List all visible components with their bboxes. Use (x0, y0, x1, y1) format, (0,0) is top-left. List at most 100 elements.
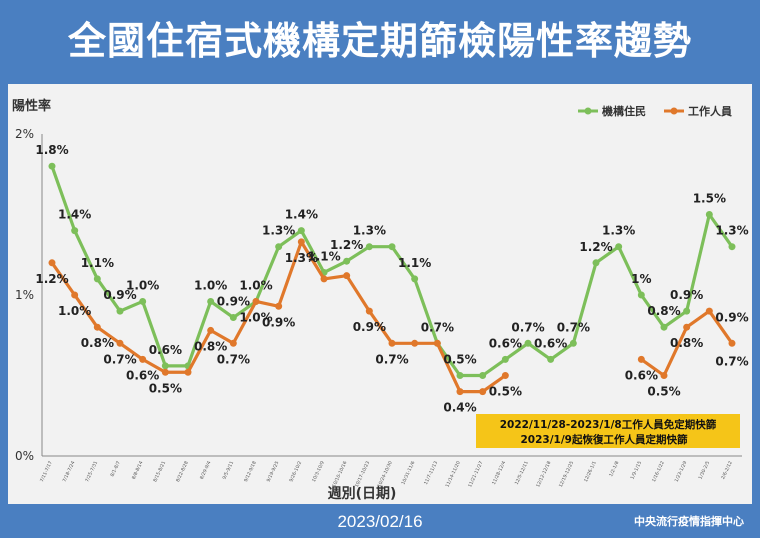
data-point-staff (411, 339, 419, 347)
data-label-residents: 1.0% (194, 278, 227, 292)
data-point-staff (252, 297, 260, 305)
note-line-1: 2022/11/28-2023/1/8工作人員免定期快篩 (500, 418, 717, 431)
data-label-staff: 0.7% (715, 354, 748, 368)
data-label-residents: 0.7% (421, 320, 454, 334)
footer-date: 2023/02/16 (337, 512, 423, 531)
data-label-staff: 0.5% (647, 385, 680, 399)
x-tick-label: 11/28-12/4 (491, 460, 507, 485)
x-tick-label: 12/5-12/11 (514, 460, 530, 485)
y-tick-label: 2% (15, 127, 34, 141)
data-label-staff: 0.9% (262, 315, 295, 329)
data-label-residents: 0.6% (149, 343, 182, 357)
legend-label-staff: 工作人員 (688, 104, 732, 118)
x-tick-label: 10/17-10/23 (354, 460, 371, 488)
x-tick-label: 10/3-10/9 (311, 460, 326, 483)
data-point-staff (161, 368, 169, 376)
data-point-staff (433, 339, 441, 347)
data-point-staff (728, 339, 736, 347)
data-label-residents: 1.2% (579, 240, 612, 254)
data-point-staff (229, 339, 237, 347)
data-point-staff (71, 291, 79, 299)
legend-marker-residents (584, 107, 592, 115)
x-tick-label: 10/24-10/30 (376, 460, 393, 488)
data-point-staff (320, 275, 328, 283)
data-point-residents (71, 227, 79, 235)
data-point-residents (343, 257, 351, 265)
data-point-residents (275, 243, 283, 251)
data-point-residents (501, 355, 509, 363)
x-tick-label: 1/9-1/15 (630, 460, 644, 480)
data-point-staff (705, 307, 713, 315)
data-point-staff (365, 307, 373, 315)
data-label-residents: 0.8% (647, 304, 680, 318)
data-point-residents (592, 259, 600, 267)
y-axis-label: 陽性率 (12, 98, 51, 114)
data-point-staff (275, 302, 283, 310)
data-point-residents (615, 243, 623, 251)
data-point-residents (48, 162, 56, 170)
data-point-residents (660, 323, 668, 331)
data-label-residents: 0.9% (670, 288, 703, 302)
data-label-residents: 0.7% (511, 320, 544, 334)
data-label-staff: 0.5% (149, 381, 182, 395)
x-tick-label: 12/26-1/1 (583, 460, 598, 483)
x-tick-label: 1/2-1/8 (608, 460, 620, 478)
data-label-staff: 1.0% (58, 304, 91, 318)
data-point-residents (683, 307, 691, 315)
data-label-staff: 1.2% (35, 272, 68, 286)
x-tick-label: 9/5-9/11 (222, 460, 236, 480)
x-tick-label: 11/7-11/13 (423, 460, 439, 485)
data-point-staff (207, 326, 215, 334)
x-tick-label: 1/30-2/5 (698, 460, 712, 480)
data-label-residents: 0.5% (443, 353, 476, 367)
x-tick-label: 7/18-7/24 (62, 460, 77, 483)
data-label-residents: 1.1% (81, 256, 114, 270)
data-label-staff: 0.8% (670, 336, 703, 350)
data-label-staff: 0.7% (375, 352, 408, 366)
data-label-residents: 1.4% (58, 208, 91, 222)
data-label-residents: 0.9% (217, 295, 250, 309)
data-point-residents (388, 243, 396, 251)
data-label-residents: 1.0% (239, 278, 272, 292)
data-label-staff: 1.3% (285, 251, 318, 265)
data-point-residents (569, 339, 577, 347)
data-point-residents (93, 275, 101, 283)
data-point-staff (388, 339, 396, 347)
data-point-staff (479, 388, 487, 396)
y-tick-label: 1% (15, 288, 34, 302)
page-title: 全國住宿式機構定期篩檢陽性率趨勢 (67, 19, 692, 63)
data-point-staff (456, 388, 464, 396)
data-label-staff: 0.8% (194, 339, 227, 353)
data-label-staff: 0.5% (489, 385, 522, 399)
data-point-staff (116, 339, 124, 347)
data-point-staff (343, 272, 351, 280)
x-tick-label: 9/12-9/18 (243, 460, 258, 483)
data-label-staff: 1.0% (239, 310, 272, 324)
x-tick-label: 1/23-1/29 (674, 460, 689, 483)
data-point-residents (637, 291, 645, 299)
x-tick-label: 10/31-11/6 (400, 460, 416, 485)
data-label-residents: 1% (631, 272, 651, 286)
line-chart: 陽性率 週別(日期) 機構住民 工作人員 2022/11/28-2023/1/8… (12, 98, 749, 502)
data-point-residents (479, 372, 487, 379)
data-point-residents (547, 355, 555, 363)
data-label-residents: 1.3% (262, 224, 295, 238)
data-point-staff (501, 372, 509, 379)
x-tick-label: 8/1-8/7 (109, 460, 121, 478)
data-point-residents (705, 211, 713, 218)
data-label-residents: 1.4% (285, 208, 318, 222)
data-label-residents: 0.6% (489, 336, 522, 350)
legend-marker-staff (670, 107, 678, 115)
data-label-residents: 1.1% (307, 249, 340, 263)
data-point-residents (207, 297, 215, 305)
data-label-residents: 0.9% (103, 288, 136, 302)
data-point-residents (229, 314, 237, 322)
data-label-staff: 0.6% (126, 368, 159, 382)
data-label-residents: 1.3% (353, 224, 386, 238)
x-tick-label: 12/12-12/18 (535, 460, 552, 488)
data-point-residents (456, 372, 464, 379)
legend-label-residents: 機構住民 (602, 104, 646, 118)
data-label-residents: 1.3% (715, 224, 748, 238)
data-point-staff (683, 323, 691, 331)
